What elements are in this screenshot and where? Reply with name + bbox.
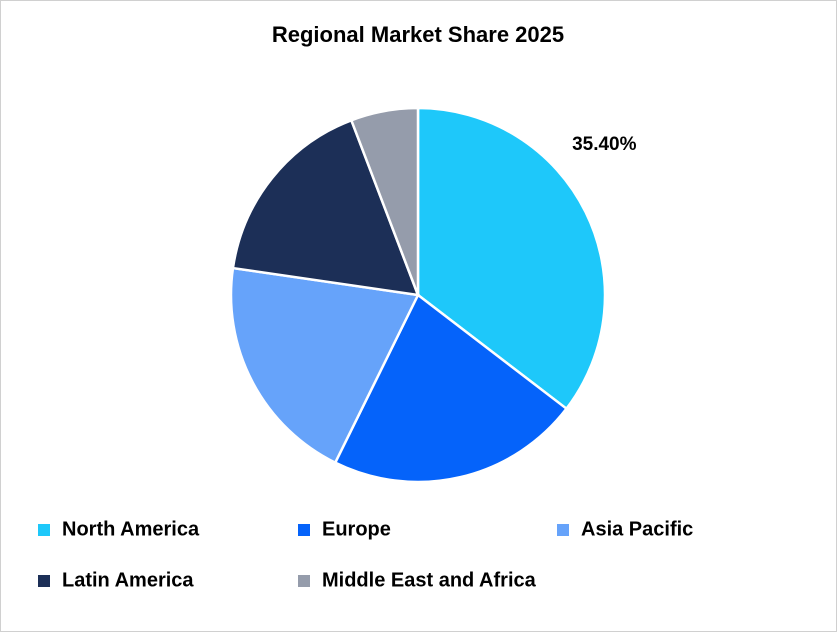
legend-swatch <box>298 524 310 536</box>
legend-swatch <box>38 524 50 536</box>
legend-label: North America <box>62 518 200 540</box>
legend-swatch <box>38 575 50 587</box>
legend-label: Middle East and Africa <box>322 569 537 591</box>
pie-slice <box>416 106 607 411</box>
pie-slice <box>229 266 420 465</box>
data-label: 35.40% <box>572 134 637 155</box>
legend-swatch <box>557 524 569 536</box>
pie-slice <box>333 293 569 484</box>
legend-label: Asia Pacific <box>581 518 693 540</box>
legend-label: Latin America <box>62 569 194 591</box>
legend-label: Europe <box>322 518 391 540</box>
chart-title: Regional Market Share 2025 <box>272 22 564 47</box>
pie-slice <box>231 118 420 297</box>
legend-swatch <box>298 575 310 587</box>
pie-slice <box>349 106 420 296</box>
